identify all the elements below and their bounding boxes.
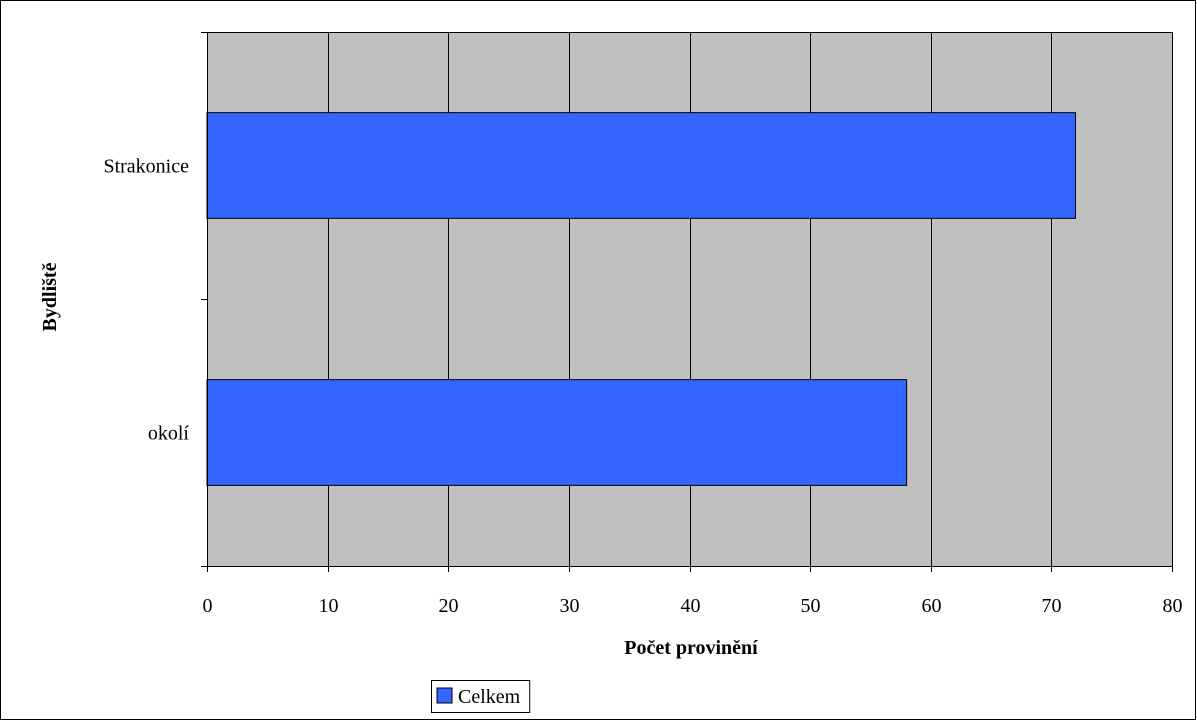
x-tick-label: 80	[1163, 595, 1183, 617]
x-axis-title: Počet provinění	[624, 637, 758, 659]
category-label: okolí	[148, 423, 190, 445]
bars	[206, 112, 1076, 486]
axes	[201, 32, 1173, 572]
x-tick-label: 10	[319, 595, 339, 617]
x-tick-label: 20	[439, 595, 459, 617]
legend: Celkem	[431, 680, 531, 713]
category-labels: Strakonice okolí	[103, 156, 189, 445]
y-axis-title: Bydliště	[39, 262, 61, 331]
legend-swatch	[436, 687, 453, 704]
tick-labels: 0 10 20 30 40 50 60 70 80	[203, 595, 1183, 617]
x-tick-label: 0	[203, 595, 213, 617]
x-tick-label: 30	[560, 595, 580, 617]
bar	[206, 112, 1076, 219]
x-tick-label: 70	[1042, 595, 1062, 617]
bar	[206, 379, 908, 486]
x-tick-label: 60	[922, 595, 942, 617]
plot-area	[207, 32, 1172, 566]
x-tick-label: 50	[801, 595, 821, 617]
x-tick-label: 40	[681, 595, 701, 617]
legend-label: Celkem	[458, 686, 521, 708]
category-label: Strakonice	[103, 156, 189, 178]
legend-frame	[431, 680, 531, 713]
